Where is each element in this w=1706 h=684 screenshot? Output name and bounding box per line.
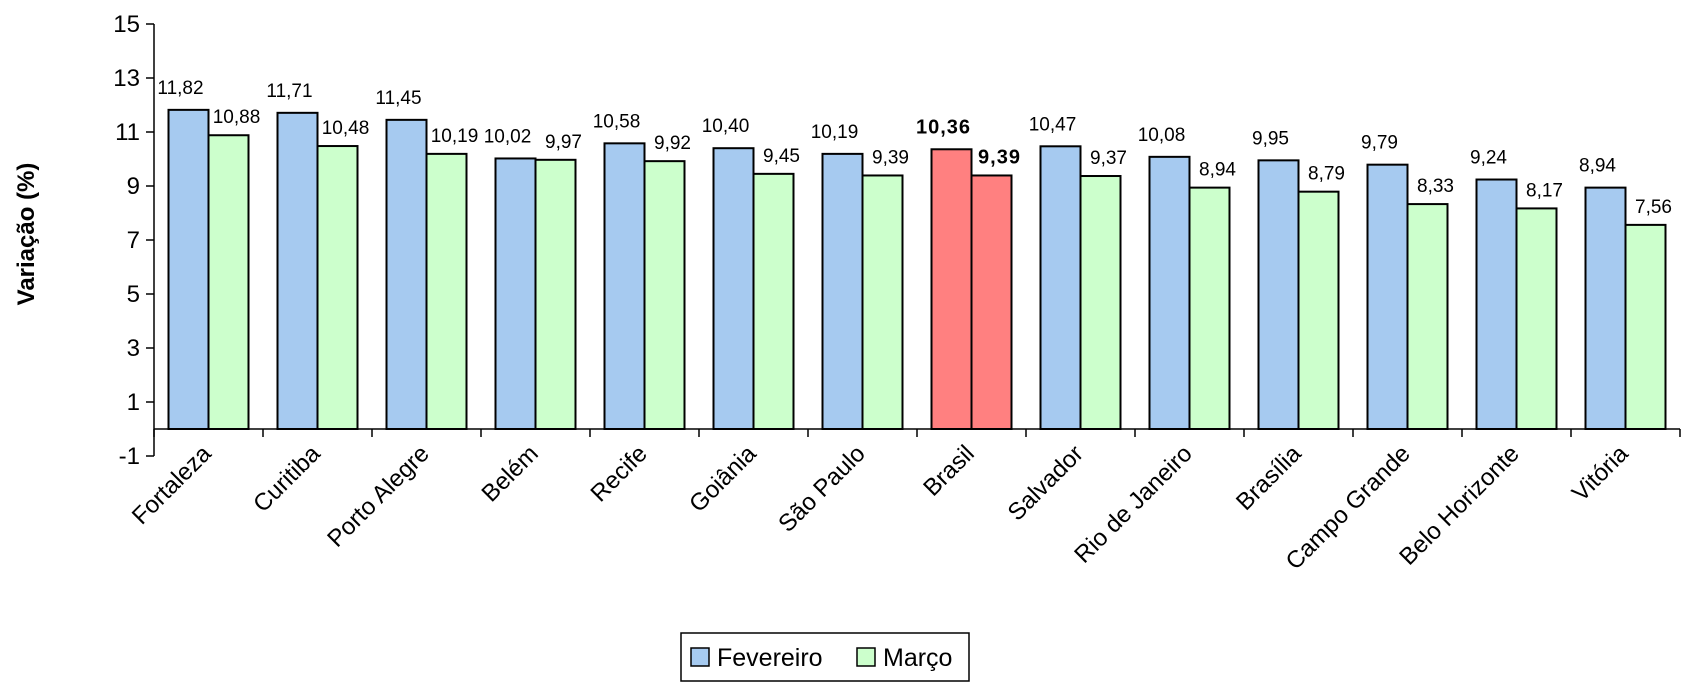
y-tick-label: 3 — [127, 335, 140, 362]
data-label: 7,56 — [1635, 197, 1672, 218]
bar-maro-brasil — [970, 174, 1013, 430]
data-label: 10,40 — [702, 116, 750, 137]
data-label: 8,79 — [1308, 164, 1345, 185]
bar-fevereiro-sopaulo — [821, 152, 864, 430]
data-label: 10,47 — [1029, 114, 1077, 135]
data-label: 9,97 — [545, 132, 582, 153]
bar-maro-campogrande — [1406, 203, 1449, 430]
bar-fevereiro-curitiba — [276, 111, 319, 431]
x-tick-label: Belém — [477, 440, 544, 507]
x-tick-label: São Paulo — [773, 440, 870, 537]
bar-maro-fortaleza — [207, 134, 250, 431]
data-label: 10,58 — [593, 111, 641, 132]
legend-label: Março — [883, 644, 952, 672]
legend-swatch — [856, 647, 876, 667]
bar-fevereiro-belm — [494, 157, 537, 431]
x-tick-label: Brasília — [1231, 440, 1307, 516]
data-label: 10,48 — [322, 118, 370, 139]
y-tick-label: 15 — [113, 11, 140, 38]
legend: Fevereiro Março — [680, 632, 970, 682]
data-label: 10,36 — [916, 116, 971, 138]
bar-fevereiro-goinia — [712, 147, 755, 430]
data-label: 10,19 — [811, 122, 859, 143]
data-label: 9,39 — [872, 147, 909, 168]
data-label: 10,02 — [484, 126, 532, 147]
data-label: 9,37 — [1090, 148, 1127, 169]
bar-fevereiro-riodejaneiro — [1148, 155, 1191, 430]
data-label: 9,95 — [1252, 128, 1289, 149]
x-tick-label: Curitiba — [248, 440, 326, 518]
y-axis-label: Variação (%) — [13, 163, 40, 306]
bar-maro-belohorizonte — [1515, 207, 1558, 430]
data-label: 8,17 — [1526, 180, 1563, 201]
bar-fevereiro-vitria — [1584, 186, 1627, 430]
x-tick-label: Recife — [586, 440, 653, 507]
bar-fevereiro-salvador — [1039, 145, 1082, 430]
bar-maro-belm — [534, 158, 577, 430]
bar-fevereiro-portoalegre — [385, 118, 428, 430]
data-label: 10,08 — [1138, 125, 1186, 146]
bar-maro-sopaulo — [861, 174, 904, 430]
data-label: 8,94 — [1579, 156, 1616, 177]
x-tick-label: Goiânia — [684, 440, 762, 518]
bar-fevereiro-brasil — [930, 148, 973, 430]
y-tick-label: 13 — [113, 65, 140, 92]
bar-fevereiro-campogrande — [1366, 163, 1409, 430]
data-label: 10,88 — [213, 107, 261, 128]
bar-maro-goinia — [752, 172, 795, 430]
data-label: 11,71 — [266, 81, 312, 102]
bar-fevereiro-fortaleza — [167, 108, 210, 431]
y-tick-label: 11 — [115, 119, 140, 146]
y-tick-label: -1 — [119, 443, 140, 470]
legend-swatch — [690, 647, 710, 667]
y-tick-label: 7 — [127, 227, 140, 254]
x-tick-label: Fortaleza — [127, 440, 217, 530]
data-label: 11,82 — [157, 78, 203, 99]
data-label: 8,94 — [1199, 160, 1236, 181]
x-tick-label: Salvador — [1003, 440, 1089, 526]
bar-maro-recife — [643, 160, 686, 430]
data-label: 8,33 — [1417, 176, 1454, 197]
legend-box — [680, 632, 970, 682]
y-tick-label: 9 — [127, 173, 140, 200]
data-label: 9,79 — [1361, 133, 1398, 154]
bar-maro-riodejaneiro — [1188, 186, 1231, 430]
y-tick-label: 5 — [127, 281, 140, 308]
y-tick-label: 1 — [127, 389, 140, 416]
bars — [167, 108, 1667, 431]
data-label: 11,45 — [375, 88, 421, 109]
bar-maro-portoalegre — [425, 152, 468, 430]
bar-maro-curitiba — [316, 145, 359, 430]
data-label: 9,39 — [978, 146, 1021, 168]
x-tick-label: Vitória — [1567, 440, 1634, 507]
x-tick-label: Porto Alegre — [322, 440, 434, 552]
bar-fevereiro-belohorizonte — [1475, 178, 1518, 430]
data-label: 9,92 — [654, 133, 691, 154]
bar-maro-salvador — [1079, 175, 1122, 430]
data-label: 9,24 — [1470, 148, 1507, 169]
bar-fevereiro-braslia — [1257, 159, 1300, 430]
bar-fevereiro-recife — [603, 142, 646, 430]
bar-maro-braslia — [1297, 190, 1340, 430]
data-label: 9,45 — [763, 146, 800, 167]
legend-label: Fevereiro — [717, 644, 823, 672]
data-label: 10,19 — [431, 126, 479, 147]
bar-maro-vitria — [1624, 223, 1667, 430]
x-tick-label: Brasil — [918, 440, 980, 502]
